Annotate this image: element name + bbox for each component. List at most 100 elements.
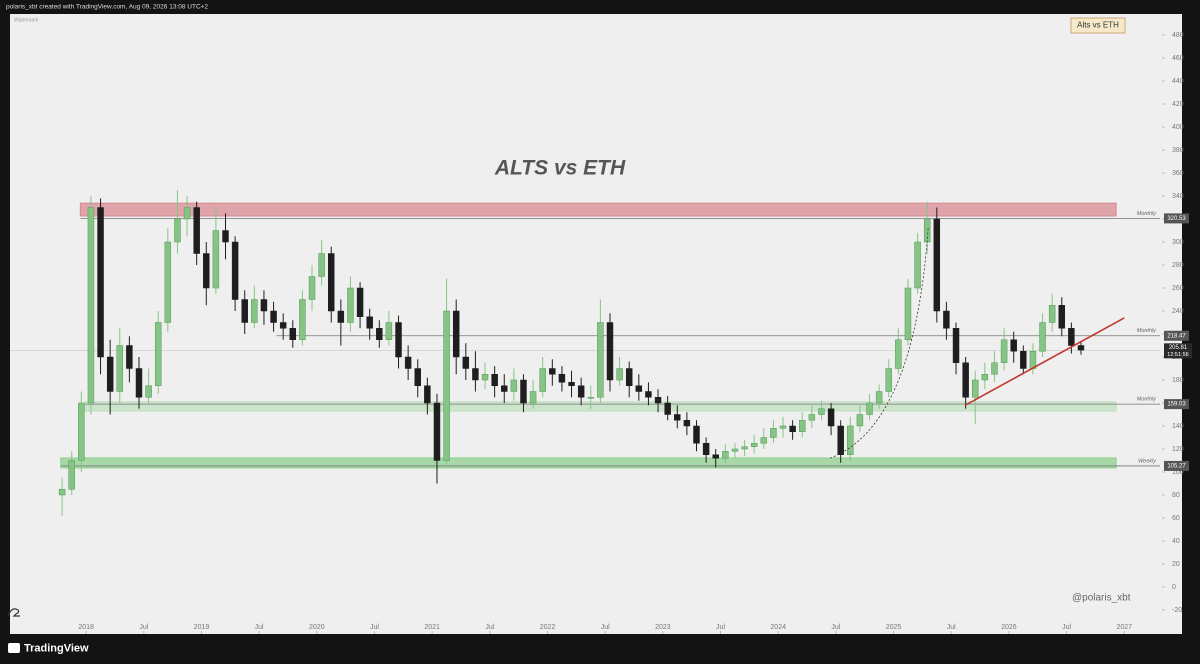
last-price-label: 205.81: [1169, 345, 1188, 351]
candle: [1058, 297, 1065, 337]
level-tag: Monthly: [1137, 397, 1158, 403]
candle: [222, 213, 229, 260]
candle: [1068, 322, 1075, 354]
candle: [625, 361, 633, 398]
y-tick-label: 240: [1172, 308, 1184, 315]
candle-body: [549, 368, 556, 375]
candle: [895, 328, 902, 375]
candle: [1048, 293, 1056, 332]
candle: [702, 437, 710, 463]
candle-body: [203, 253, 210, 289]
candle: [404, 345, 412, 380]
candle: [106, 339, 114, 415]
candle: [164, 228, 172, 332]
candle: [645, 382, 652, 406]
symbol-badge-box: [1070, 17, 1126, 34]
plot-layer: 4804604404204003803603403203002802602402…: [10, 32, 1192, 634]
candle: [962, 357, 969, 409]
y-tick-label: 140: [1172, 423, 1184, 430]
x-tick-label: Jul: [831, 624, 840, 631]
candle: [1039, 313, 1046, 358]
candle-body: [414, 368, 421, 386]
candle-body: [231, 241, 239, 300]
candle: [154, 311, 162, 394]
candle-body: [433, 402, 441, 461]
candle: [366, 308, 373, 340]
candle-body: [962, 362, 969, 398]
y-tick-label: 340: [1172, 193, 1184, 200]
candle: [231, 236, 239, 312]
candle-body: [145, 385, 152, 398]
candle-body: [251, 299, 258, 323]
candle: [577, 377, 585, 406]
candle-body: [808, 414, 816, 421]
candle: [606, 313, 614, 392]
candle-body: [895, 339, 902, 369]
candle-body: [625, 368, 633, 386]
candle-body: [404, 356, 412, 369]
candle: [914, 232, 921, 294]
candle-body: [1000, 339, 1008, 363]
candle-body: [981, 373, 989, 381]
candle-body: [645, 391, 652, 398]
y-tick-label: 260: [1172, 285, 1184, 292]
candle: [68, 451, 75, 495]
candle-body: [568, 382, 575, 386]
candle-body: [952, 328, 960, 364]
candle-body: [539, 368, 546, 392]
candle-body: [87, 207, 95, 404]
candle-body: [183, 207, 191, 220]
level-box: [1164, 460, 1189, 471]
candle-body: [856, 414, 864, 427]
candle: [491, 366, 498, 398]
candle: [837, 420, 844, 463]
candle-body: [914, 241, 921, 289]
zone: [84, 401, 1117, 412]
candle-body: [827, 408, 835, 427]
candle-body: [587, 396, 594, 399]
candle-body: [683, 419, 691, 427]
candle: [347, 276, 354, 332]
candle: [558, 366, 566, 392]
candle: [750, 435, 758, 454]
header-bar: [0, 0, 1200, 14]
candle: [433, 393, 441, 484]
x-tick-label: Jul: [601, 624, 610, 631]
candle: [981, 362, 989, 390]
candle-body: [635, 385, 643, 392]
candle-body: [693, 425, 700, 444]
candle: [856, 405, 864, 432]
candle: [991, 351, 998, 383]
footer-logo: [8, 643, 20, 653]
y-tick-label: 480: [1172, 32, 1184, 39]
level-label: 320.53: [1167, 216, 1186, 222]
countdown-label: 12:51:56: [1167, 352, 1188, 358]
candle: [597, 299, 604, 403]
candle-body: [337, 310, 345, 323]
candle: [847, 416, 854, 461]
candle: [520, 374, 527, 413]
zone: [79, 202, 1117, 217]
candle: [126, 336, 133, 383]
candle-body: [164, 241, 172, 323]
candle-body: [481, 373, 489, 381]
y-tick-label: 360: [1172, 170, 1184, 177]
candle: [635, 374, 643, 401]
candle-body: [750, 442, 758, 447]
candle: [529, 379, 537, 409]
candle-body: [318, 253, 325, 277]
candle-body: [299, 299, 306, 341]
y-tick-label: 440: [1172, 78, 1184, 85]
candle: [241, 290, 248, 335]
candle-body: [97, 207, 104, 358]
x-tick-label: 2025: [886, 624, 902, 631]
candle-body: [731, 448, 739, 452]
candle-body: [491, 373, 498, 386]
candle: [183, 196, 191, 237]
y-tick-label: 80: [1172, 492, 1180, 499]
x-tick-label: 2022: [540, 624, 556, 631]
candle-body: [1029, 351, 1037, 369]
candle: [904, 278, 912, 346]
candle-body: [106, 356, 114, 392]
candle: [1010, 331, 1017, 363]
